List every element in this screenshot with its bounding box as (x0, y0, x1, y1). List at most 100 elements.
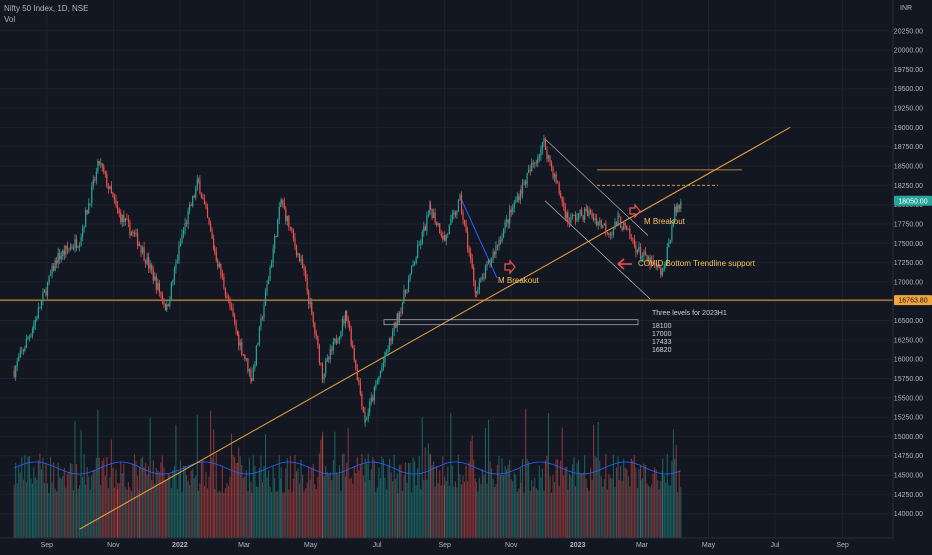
volume-bars (13, 408, 682, 538)
volume-bar (574, 486, 577, 538)
volume-bar (596, 457, 598, 538)
volume-bar (186, 475, 188, 538)
candle-body (200, 193, 203, 198)
candle-body (457, 200, 460, 212)
candle-body (546, 149, 548, 159)
volume-bar (302, 474, 304, 538)
volume-bar (283, 492, 285, 538)
volume-bar (582, 472, 584, 538)
volume-bar (564, 467, 566, 538)
candle-body (278, 206, 280, 220)
volume-bar (244, 476, 246, 538)
candle-body (665, 264, 667, 266)
volume-bar (46, 483, 49, 538)
candle-body (393, 322, 395, 332)
last-price-badge: 18050.00 (898, 198, 927, 205)
candle-body (555, 174, 557, 183)
candle-body (326, 357, 328, 362)
candle-body (24, 348, 26, 351)
volume-bar (651, 484, 653, 538)
candle-body (267, 278, 270, 285)
price-axis[interactable]: INR 14000.00 14250.00 14500.00 14750.00 15000… (892, 0, 932, 550)
candle-body (597, 221, 599, 226)
candle-body (63, 250, 65, 255)
candle-body (308, 291, 310, 304)
candle-body (277, 219, 279, 237)
candle-body (589, 210, 592, 213)
volume-bar (376, 487, 378, 538)
volume-bar (568, 473, 570, 538)
candle-body (60, 256, 62, 260)
candle-body (615, 221, 618, 227)
candle-body (484, 266, 487, 279)
volume-bar (623, 458, 625, 538)
volume-bar (278, 455, 280, 538)
candle-body (143, 247, 145, 261)
symbol-title[interactable]: Nifty 50 Index, 1D, NSE (4, 4, 89, 13)
volume-bar (512, 481, 514, 538)
candle-body (321, 363, 324, 379)
candle-body (66, 245, 68, 249)
candle-body (176, 260, 179, 264)
volume-bar (85, 484, 87, 538)
candle-body (591, 212, 593, 218)
candle-body (573, 214, 575, 216)
candle-body (390, 338, 392, 341)
volume-bar (227, 485, 230, 538)
candle-body (672, 221, 675, 227)
candle-body (213, 238, 215, 249)
volume-bar (158, 472, 160, 538)
volume-bar (235, 463, 237, 538)
candle-body (129, 222, 131, 236)
candle-body (651, 260, 653, 267)
volume-bar (268, 470, 270, 538)
candle-body (529, 169, 531, 172)
candle-body (440, 233, 442, 236)
volume-bar (257, 486, 259, 538)
volume-bar (611, 478, 613, 538)
volume-bar (346, 463, 348, 538)
candle-body (173, 268, 175, 281)
candle-body (375, 384, 377, 387)
candle-body (465, 223, 467, 232)
candle-body (242, 354, 244, 356)
candle-body (450, 218, 452, 225)
candle-body (241, 342, 243, 355)
volume-bar (392, 481, 394, 538)
candle-body (301, 259, 304, 268)
volume-bar (51, 482, 53, 538)
volume-bar (309, 479, 311, 538)
candle-body (654, 262, 656, 265)
candle-body (318, 344, 320, 363)
candle-body (490, 259, 493, 263)
volume-bar (252, 455, 254, 538)
volume-bar (398, 464, 400, 538)
volume-bar (437, 483, 439, 538)
volume-bar (92, 470, 94, 538)
candle-body (40, 300, 43, 309)
candle-body (280, 200, 282, 203)
candle-body (358, 379, 360, 383)
volume-bar (624, 467, 626, 538)
volume-bar (329, 472, 331, 538)
candle-body (263, 305, 265, 319)
candle-body (561, 197, 563, 203)
time-axis[interactable]: Sep Nov 2022 Mar May Jul Sep Nov 2023 Mar May Jul Se… (0, 537, 893, 549)
volume-label[interactable]: Vol (4, 15, 16, 24)
volume-bar (50, 456, 52, 538)
candle-body (235, 321, 237, 331)
volume-bar (59, 477, 61, 538)
volume-bar (311, 467, 313, 538)
volume-bar (387, 465, 389, 538)
candle-body (660, 267, 662, 276)
volume-bar (674, 458, 676, 538)
volume-bar (57, 462, 59, 538)
candle-body (95, 171, 97, 181)
volume-bar (15, 462, 17, 538)
volume-bar (142, 456, 144, 538)
volume-bar (445, 480, 447, 538)
volume-bar (288, 489, 290, 538)
volume-bar (27, 456, 29, 538)
